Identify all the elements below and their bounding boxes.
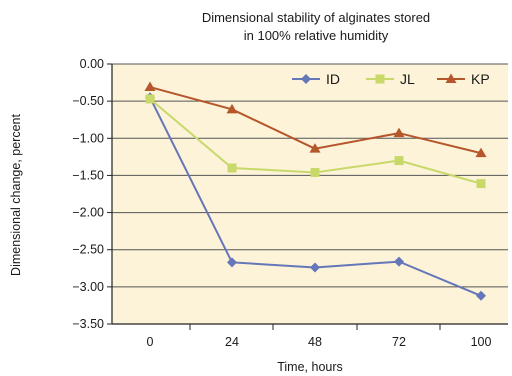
x-tick-label-4: 100 <box>471 335 492 349</box>
legend-marker-ID <box>301 74 311 84</box>
y-tick-label-4: −2.00 <box>72 206 104 220</box>
x-tick-label-0: 0 <box>147 335 154 349</box>
legend: ID JL KP <box>292 71 490 87</box>
point-JL-3 <box>394 156 404 166</box>
point-JL-1 <box>227 163 237 173</box>
grid <box>112 63 508 288</box>
x-tick-label-2: 48 <box>308 335 322 349</box>
y-ticks: 0.00 −0.50 −1.00 −1.50 −2.00 −2.50 −3.00 −3.50 <box>72 57 112 331</box>
y-axis-title: Dimensional change, percent <box>9 114 23 276</box>
axes <box>111 64 508 325</box>
point-KP-4 <box>475 147 487 158</box>
point-JL-4 <box>476 179 486 189</box>
y-tick-label-3: −1.50 <box>72 168 104 182</box>
chart-title-line-1: Dimensional stability of alginates store… <box>202 10 430 25</box>
point-KP-1 <box>226 103 238 114</box>
point-ID-1 <box>227 257 237 268</box>
series-JL <box>145 94 486 189</box>
plot-area <box>112 64 508 324</box>
series-group <box>144 81 487 301</box>
y-tick-label-7: −3.50 <box>72 317 104 331</box>
legend-marker-KP <box>445 73 457 83</box>
series-KP <box>144 81 487 158</box>
x-tick-label-1: 24 <box>225 335 239 349</box>
x-tick-label-3: 72 <box>392 335 406 349</box>
point-KP-2 <box>309 143 321 153</box>
y-tick-label-6: −3.00 <box>72 280 104 294</box>
point-ID-2 <box>310 262 320 273</box>
legend-label-JL: JL <box>400 71 415 87</box>
x-axis-title: Time, hours <box>277 360 343 374</box>
y-tick-label-0: 0.00 <box>80 57 104 71</box>
point-JL-0 <box>145 94 155 104</box>
legend-label-KP: KP <box>471 71 490 87</box>
point-KP-3 <box>393 127 405 138</box>
legend-marker-JL <box>375 74 385 84</box>
y-tick-label-5: −2.50 <box>72 243 104 257</box>
point-ID-3 <box>394 256 404 267</box>
legend-label-ID: ID <box>326 71 340 87</box>
y-tick-label-1: −0.50 <box>72 94 104 108</box>
chart-title-line-2: in 100% relative humidity <box>244 28 389 43</box>
point-KP-0 <box>144 81 156 92</box>
y-tick-label-2: −1.00 <box>72 131 104 145</box>
point-JL-2 <box>310 167 320 177</box>
point-ID-4 <box>476 290 486 301</box>
x-ticks: 0 24 48 72 100 <box>147 324 492 349</box>
